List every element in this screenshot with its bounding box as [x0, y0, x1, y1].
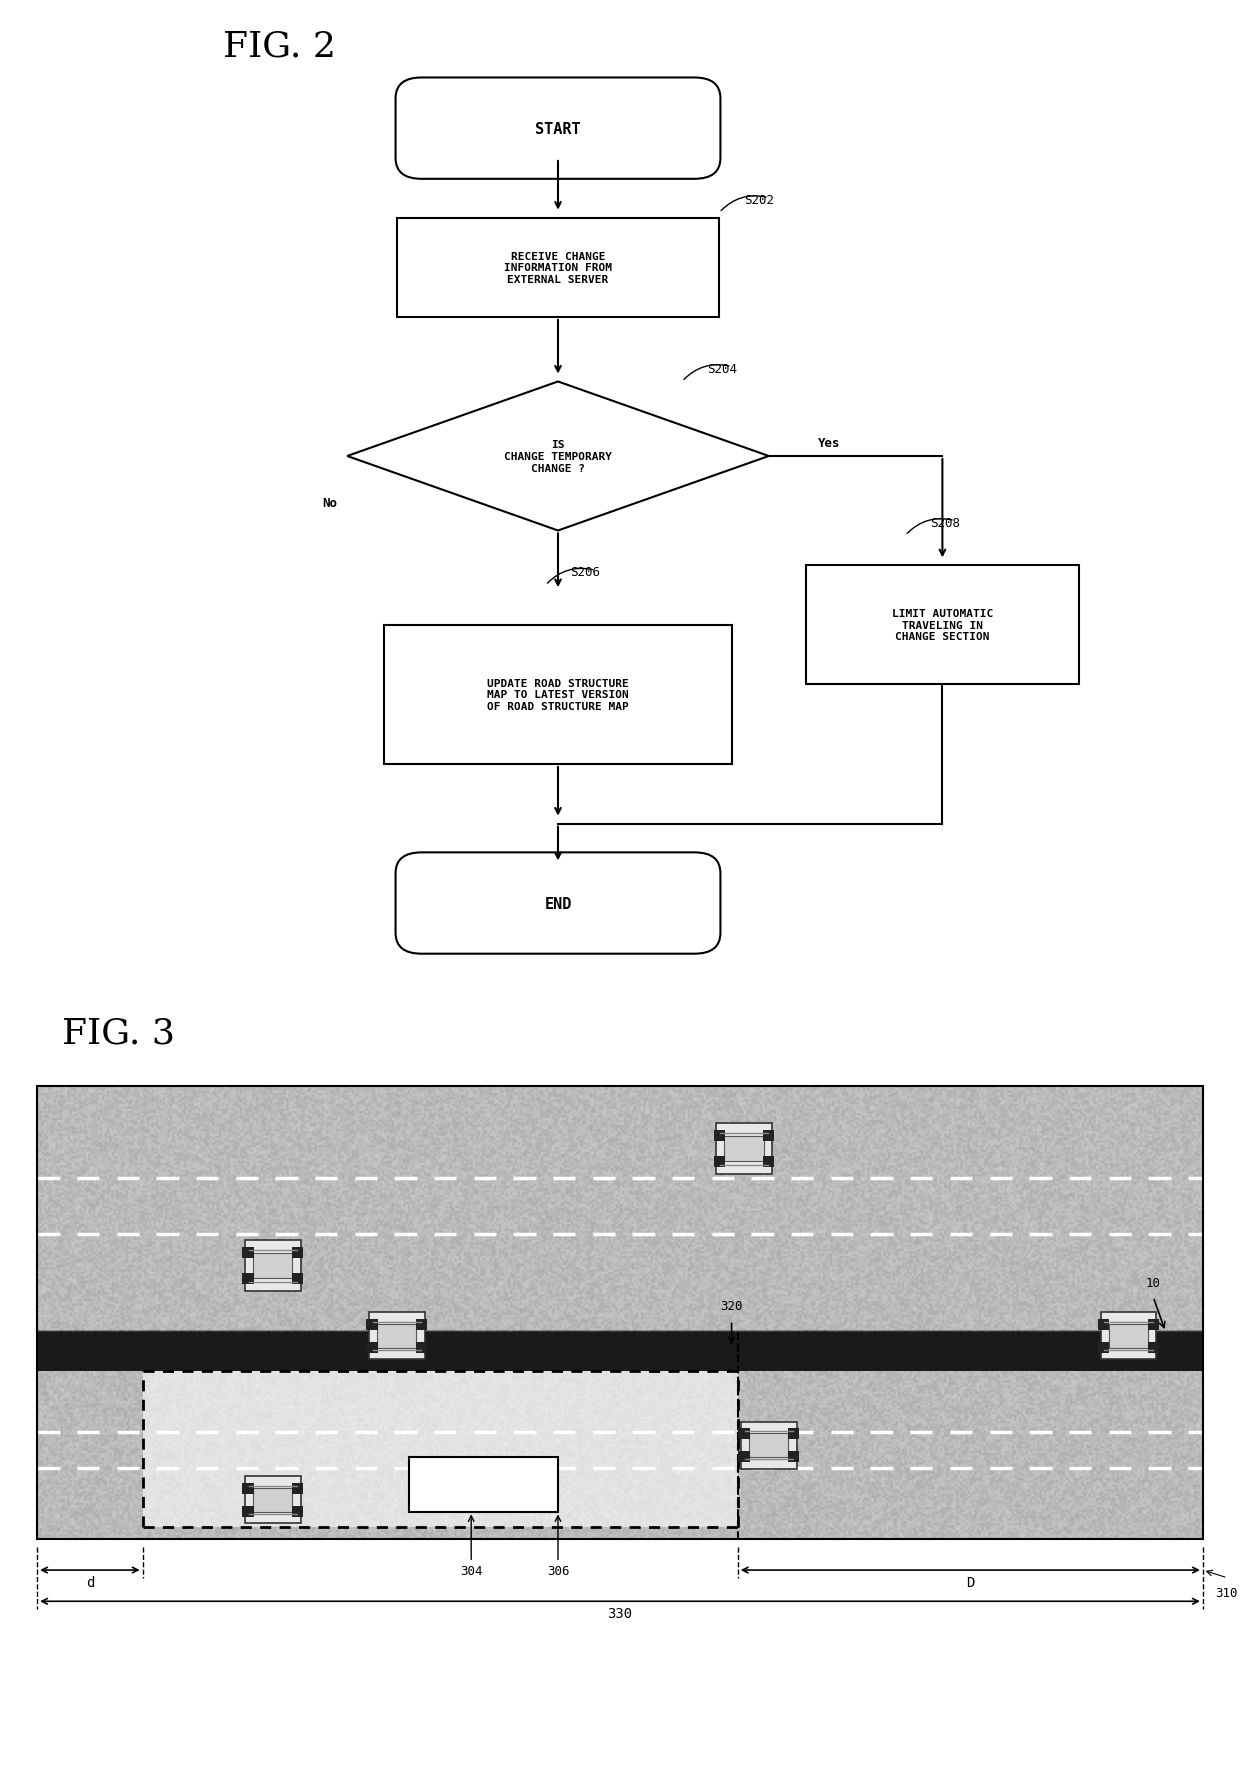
Bar: [742, 1422, 796, 1468]
Bar: [37, 1087, 1203, 1539]
Bar: [409, 1457, 558, 1512]
Bar: [789, 1429, 800, 1440]
Bar: [367, 1319, 377, 1330]
Bar: [243, 1273, 253, 1284]
Text: 10: 10: [1146, 1277, 1161, 1289]
Bar: [293, 1482, 303, 1493]
Bar: [717, 1124, 771, 1174]
Bar: [415, 1319, 427, 1330]
Bar: [1147, 1342, 1158, 1353]
Text: S204: S204: [707, 362, 737, 376]
Bar: [789, 1452, 800, 1463]
FancyBboxPatch shape: [396, 853, 720, 954]
Polygon shape: [347, 383, 769, 532]
Bar: [246, 1477, 300, 1523]
Text: S206: S206: [570, 566, 600, 578]
Text: S202: S202: [744, 193, 774, 206]
Bar: [1099, 1342, 1110, 1353]
Bar: [293, 1507, 303, 1518]
Text: IS
CHANGE TEMPORARY
CHANGE ?: IS CHANGE TEMPORARY CHANGE ?: [503, 440, 613, 473]
Bar: [714, 1131, 724, 1142]
Bar: [764, 1131, 774, 1142]
Bar: [246, 1241, 300, 1291]
Text: Yes: Yes: [818, 436, 841, 450]
Text: UPDATE ROAD STRUCTURE
MAP TO LATEST VERSION
OF ROAD STRUCTURE MAP: UPDATE ROAD STRUCTURE MAP TO LATEST VERS…: [487, 679, 629, 711]
Bar: [738, 1429, 749, 1440]
Bar: [764, 1156, 774, 1167]
Bar: [253, 1488, 293, 1512]
Text: D: D: [966, 1574, 975, 1589]
Bar: [143, 1371, 738, 1527]
Bar: [243, 1482, 253, 1493]
Bar: [243, 1507, 253, 1518]
Bar: [377, 1324, 417, 1347]
Text: 306: 306: [547, 1564, 569, 1576]
Text: No: No: [322, 496, 337, 509]
Bar: [37, 1332, 1203, 1371]
Bar: [243, 1248, 253, 1259]
Text: 310: 310: [1215, 1585, 1238, 1599]
Bar: [370, 1312, 424, 1360]
Bar: [415, 1342, 427, 1353]
Bar: [1109, 1324, 1148, 1347]
Text: FIG. 2: FIG. 2: [223, 30, 336, 64]
Text: END: END: [544, 895, 572, 911]
Text: 304: 304: [460, 1564, 482, 1576]
Text: START: START: [536, 122, 580, 137]
Text: LIMIT AUTOMATIC
TRAVELING IN
CHANGE SECTION: LIMIT AUTOMATIC TRAVELING IN CHANGE SECT…: [892, 608, 993, 642]
Text: FIG. 3: FIG. 3: [62, 1016, 175, 1050]
Bar: [253, 1254, 293, 1278]
Bar: [738, 1452, 749, 1463]
Bar: [293, 1273, 303, 1284]
Text: 320: 320: [720, 1300, 743, 1312]
Bar: [1099, 1319, 1110, 1330]
Bar: [749, 1434, 789, 1457]
Text: RECEIVE CHANGE
INFORMATION FROM
EXTERNAL SERVER: RECEIVE CHANGE INFORMATION FROM EXTERNAL…: [503, 252, 613, 285]
Text: S208: S208: [930, 516, 960, 528]
Bar: [1101, 1312, 1156, 1360]
Text: d: d: [86, 1574, 94, 1589]
FancyBboxPatch shape: [396, 78, 720, 179]
Bar: [1147, 1319, 1158, 1330]
Bar: [293, 1248, 303, 1259]
Text: 330: 330: [608, 1606, 632, 1621]
Bar: [714, 1156, 724, 1167]
Bar: [367, 1342, 377, 1353]
Bar: [806, 566, 1079, 684]
Bar: [724, 1136, 764, 1161]
Bar: [384, 626, 732, 764]
Bar: [397, 218, 719, 317]
